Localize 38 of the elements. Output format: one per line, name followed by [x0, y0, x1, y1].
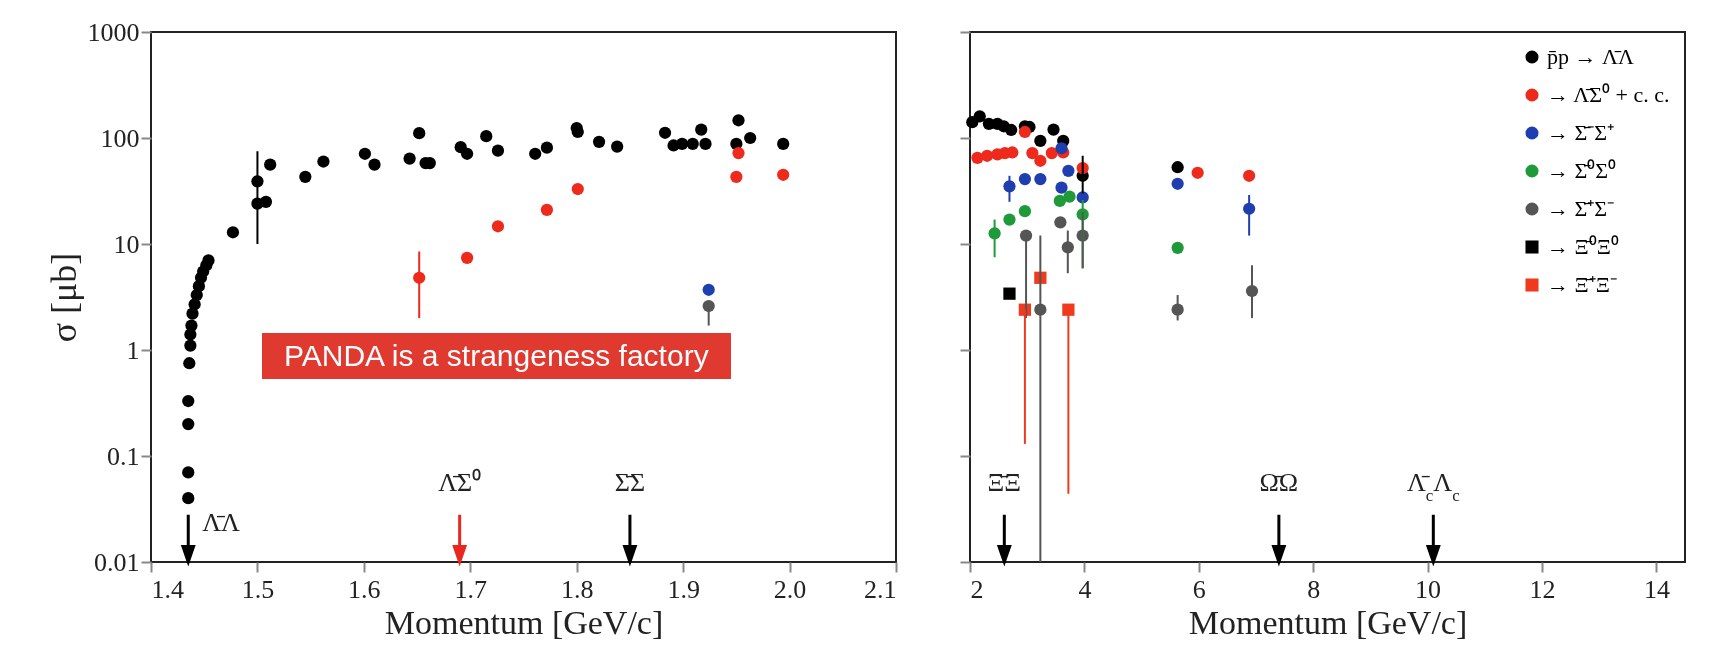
x-tick-label: 2.0 [773, 574, 807, 604]
legend-label: → Σ̄⁰Σ⁰ [1547, 158, 1617, 183]
x-tick-label: 1.4 [151, 574, 184, 604]
ref-line-label: Σ̄Σ [614, 468, 646, 497]
y-axis-title: σ [μb] [43, 252, 84, 343]
legend-label: → Ξ̄⁺Ξ⁻ [1547, 272, 1617, 297]
y-tick-label: 1 [126, 335, 140, 365]
x-tick-label: 2 [970, 574, 984, 604]
legend-label: → Λ̄Σ⁰ + c. c. [1547, 82, 1670, 107]
ref-line-label: Ω̄Ω [1259, 468, 1299, 497]
x-tick-label: 1.6 [348, 574, 381, 604]
legend-label: → Σ̄⁺Σ⁻ [1547, 196, 1615, 221]
y-tick-label: 100 [100, 123, 140, 153]
x-tick-label: 6 [1192, 574, 1206, 604]
x-tick-label: 12 [1529, 574, 1556, 604]
x-tick-label: 10 [1415, 574, 1442, 604]
x-tick-label: 1.7 [454, 574, 488, 604]
x-tick-label: 1.9 [667, 574, 700, 604]
legend-label: → Σ̄⁻Σ⁺ [1547, 120, 1615, 145]
x-tick-label: 14 [1643, 574, 1670, 604]
y-tick-label: 0.01 [94, 547, 140, 577]
ref-line-label: Λ̄$_{c}$Λ$_{c}$ [1406, 468, 1460, 505]
ref-line-label: Λ̄Λ [202, 508, 241, 537]
x-tick-label: 8 [1307, 574, 1321, 604]
y-tick-label: 0.1 [107, 441, 140, 471]
x-tick-label: 2.1 [864, 574, 897, 604]
annotation: PANDA is a strangeness factory [262, 333, 731, 379]
x-tick-label: 4 [1078, 574, 1092, 604]
x-tick-label: 1.8 [560, 574, 594, 604]
x-tick-label: 1.5 [241, 574, 275, 604]
ref-line-label: Ξ̄Ξ [987, 468, 1022, 497]
x-axis-title: Momentum [GeV/c] [384, 603, 664, 641]
ref-line-label: Λ̄Σ⁰ [438, 468, 482, 497]
x-axis-title: Momentum [GeV/c] [1188, 603, 1468, 641]
y-tick-label: 10 [113, 229, 140, 259]
y-tick-label: 1000 [87, 17, 140, 47]
legend-label: p̄p → Λ̄Λ [1547, 44, 1634, 69]
legend-label: → Ξ̄⁰Ξ⁰ [1547, 234, 1619, 259]
